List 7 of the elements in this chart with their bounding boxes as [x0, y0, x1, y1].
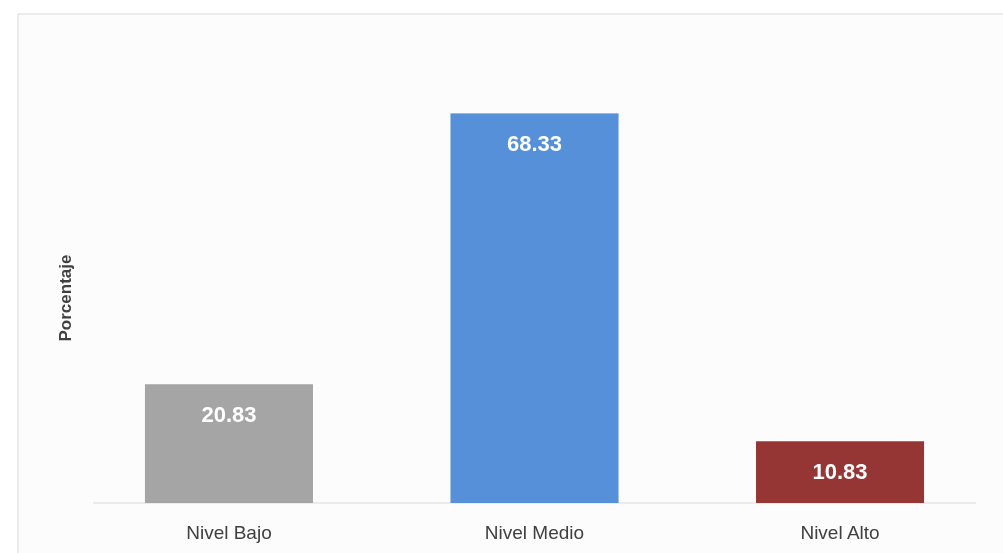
data-label: 20.83: [201, 402, 257, 428]
x-tick-label: Nivel Medio: [484, 522, 585, 543]
x-tick-label: Nivel Alto: [800, 522, 880, 543]
x-tick-label: Nivel Bajo: [186, 522, 272, 543]
y-axis-title: Porcentaje: [56, 254, 75, 342]
data-label: 68.33: [506, 131, 563, 157]
data-label: 10.83: [812, 459, 868, 485]
